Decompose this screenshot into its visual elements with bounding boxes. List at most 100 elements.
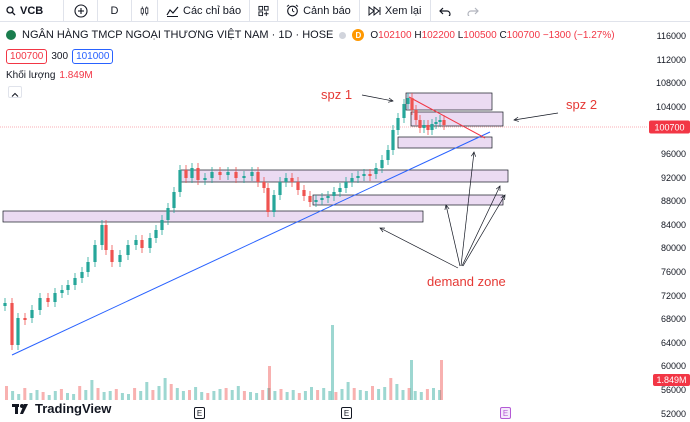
earnings-badge[interactable]: E — [341, 407, 352, 419]
volume-bar — [410, 360, 413, 400]
candle-body — [438, 120, 442, 122]
demand-arrow-4 — [462, 194, 506, 267]
price-tick: 92000 — [660, 172, 686, 183]
volume-bar — [102, 392, 106, 400]
candle-body — [93, 245, 97, 262]
price-tick: 108000 — [655, 78, 686, 89]
supply-zone-3 — [397, 136, 493, 149]
open-label: O — [370, 29, 379, 41]
volume-bar — [352, 388, 356, 400]
candle-body — [396, 118, 400, 130]
demand-zone-2 — [312, 194, 504, 206]
replay-button[interactable]: Xem lại — [360, 0, 431, 22]
interval-button[interactable]: D — [98, 0, 132, 22]
candle-body — [166, 208, 170, 220]
candle-body — [430, 124, 434, 130]
change-value: −1300 (−1.27%) — [542, 29, 615, 41]
chevron-up-icon — [11, 92, 19, 97]
earnings-badge-upcoming[interactable]: E — [500, 407, 511, 419]
volume-bar — [224, 388, 228, 400]
volume-bar — [230, 390, 234, 400]
candles-icon — [140, 6, 149, 15]
alert-label: Cảnh báo — [303, 4, 351, 17]
volume-bar — [395, 384, 399, 400]
volume-bar — [17, 394, 21, 400]
candle-body — [344, 182, 348, 188]
collapse-legend-button[interactable] — [8, 86, 22, 98]
grid-layout-icon — [258, 5, 269, 16]
volume-bar — [285, 392, 289, 400]
candle-body — [30, 310, 34, 318]
supply-line — [408, 96, 486, 139]
candle-body — [308, 196, 312, 202]
candle-body — [374, 168, 378, 174]
candle-body — [46, 298, 50, 302]
undo-button[interactable] — [431, 0, 459, 22]
candle-body — [391, 130, 395, 150]
price-tick: 60000 — [660, 361, 686, 372]
candle-body — [314, 200, 318, 202]
price-chart[interactable] — [0, 22, 690, 422]
candle-body — [104, 225, 108, 250]
demand-arrow-2-head — [471, 151, 476, 157]
symbol-search[interactable]: VCB — [0, 0, 64, 22]
price-tick: 96000 — [660, 149, 686, 159]
candle-body — [418, 120, 422, 128]
sell-button[interactable]: 100700 — [6, 49, 48, 64]
redo-button[interactable] — [459, 0, 487, 22]
volume-bar — [108, 391, 112, 400]
status-dot-icon — [339, 31, 347, 39]
volume-bar — [78, 386, 82, 400]
price-tick: 84000 — [660, 219, 686, 230]
chart-legend: NGÂN HÀNG TMCP NGOẠI THƯƠNG VIỆT NAM · 1… — [6, 29, 615, 41]
volume-bar — [268, 366, 271, 400]
volume-bar — [133, 388, 137, 400]
volume-bar — [41, 392, 45, 400]
volume-bar — [346, 382, 350, 400]
indicators-icon — [166, 6, 179, 17]
candle-body — [134, 240, 138, 245]
data-badge: D — [352, 29, 365, 41]
demand-zone-3 — [2, 210, 424, 223]
volume-bar — [139, 391, 143, 400]
volume-bar — [413, 391, 417, 400]
spz2-arrow — [513, 112, 559, 121]
volume-bar — [66, 393, 69, 400]
volume-bar — [340, 389, 344, 400]
candle-body — [210, 172, 214, 178]
chart-type-button[interactable] — [132, 0, 158, 22]
price-axis[interactable]: 1160001120001080001040001000009600092000… — [646, 22, 690, 422]
volume-bar — [358, 390, 362, 400]
high-value: 102200 — [421, 29, 455, 41]
spz1-arrow — [361, 94, 394, 102]
candle-body — [386, 150, 390, 160]
volume-legend: Khối lượng 1.849M — [6, 70, 93, 81]
demand-arrow-4-head — [500, 194, 506, 201]
price-tick: 68000 — [660, 314, 686, 325]
volume-bar — [53, 391, 57, 400]
volume-bar — [145, 382, 149, 400]
candle-body — [80, 272, 84, 278]
candle-body — [110, 250, 114, 262]
symbol-logo-icon — [6, 30, 16, 40]
volume-bar — [47, 395, 51, 400]
layout-button[interactable] — [250, 0, 279, 22]
demand-arrow-3 — [461, 185, 501, 267]
tradingview-logo: TradingView — [12, 401, 111, 416]
candle-body — [284, 178, 288, 182]
demand-arrow-2 — [460, 151, 475, 267]
compare-button[interactable] — [64, 0, 98, 22]
last-price-label: 100700 — [649, 120, 690, 134]
candle-body — [242, 176, 246, 178]
alert-button[interactable]: Cảnh báo — [278, 0, 360, 22]
volume-bar — [11, 391, 15, 400]
candle-body — [53, 293, 57, 302]
candle-body — [218, 172, 222, 175]
demand-arrow-5 — [379, 227, 459, 269]
price-tick: 116000 — [656, 31, 686, 41]
spz2-arrow-head — [513, 116, 519, 122]
buy-button[interactable]: 101000 — [72, 49, 114, 64]
earnings-badge[interactable]: E — [194, 407, 205, 419]
indicators-button[interactable]: Các chỉ báo — [158, 0, 251, 22]
candle-body — [356, 176, 360, 178]
